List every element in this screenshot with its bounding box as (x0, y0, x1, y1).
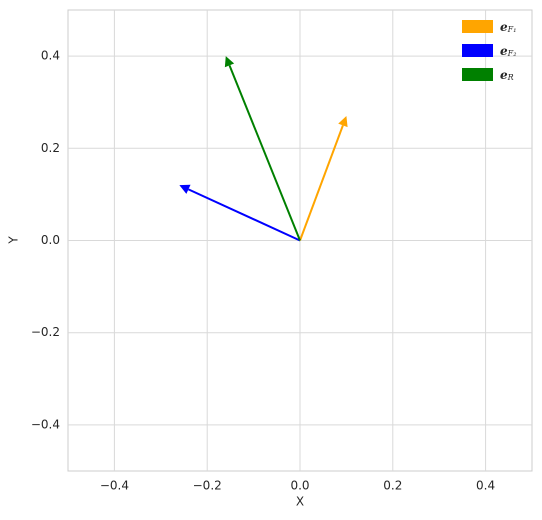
legend-label: eF₁ (500, 20, 516, 35)
legend-name: e (500, 68, 508, 82)
legend-swatch (462, 20, 493, 33)
arrow (179, 184, 301, 242)
y-tick-label: 0.2 (41, 141, 60, 155)
arrow (299, 116, 348, 241)
legend-name: e (500, 20, 508, 34)
legend-swatch (462, 44, 493, 57)
legend-label: eR (500, 68, 514, 83)
y-tick-label: 0.0 (41, 233, 60, 247)
x-tick-label: 0.2 (383, 479, 402, 493)
x-tick-label: −0.2 (193, 479, 222, 493)
legend-subscript: F₂ (507, 49, 517, 58)
legend-subscript: F₁ (507, 25, 517, 34)
arrow-head (179, 184, 191, 194)
legend-name: e (500, 44, 508, 58)
x-tick-label: 0.0 (290, 479, 309, 493)
y-axis-label: Y (7, 236, 21, 245)
y-tick-label: −0.4 (31, 417, 60, 431)
x-tick-label: 0.4 (476, 479, 495, 493)
legend-label: eF₂ (500, 44, 516, 59)
arrow (224, 56, 301, 241)
arrow-head (224, 56, 235, 68)
arrow-head (338, 116, 348, 128)
arrow-shaft (188, 188, 301, 242)
legend-subscript: R (507, 73, 514, 82)
x-axis-label: X (296, 495, 304, 509)
arrow-shaft (299, 125, 344, 241)
legend-swatch (462, 68, 493, 81)
y-tick-label: 0.4 (41, 49, 60, 63)
arrow-shaft (228, 65, 301, 241)
x-tick-label: −0.4 (100, 479, 129, 493)
y-tick-label: −0.2 (31, 325, 60, 339)
